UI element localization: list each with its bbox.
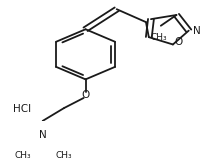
Text: O: O	[175, 37, 183, 47]
Text: CH₃: CH₃	[15, 151, 32, 160]
Text: HCl: HCl	[13, 104, 31, 114]
Text: O: O	[81, 90, 90, 100]
Text: CH₃: CH₃	[56, 151, 72, 160]
Text: N: N	[193, 26, 200, 36]
Text: CH₃: CH₃	[151, 33, 167, 42]
Text: N: N	[39, 130, 47, 140]
